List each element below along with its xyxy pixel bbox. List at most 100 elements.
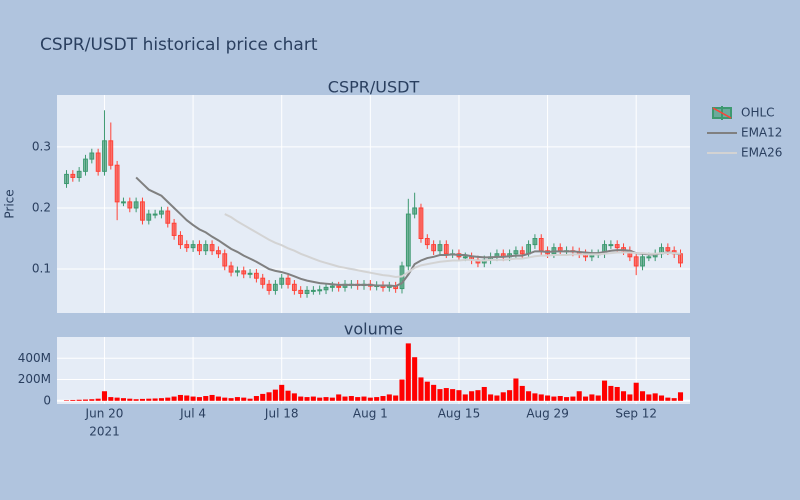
volume-bar [633,382,639,401]
y-tick-label: 400M [18,351,51,365]
candle-body [184,244,190,249]
ema-line [135,176,681,288]
candle-body [235,270,240,273]
candle-body [557,247,563,252]
candle-body [285,277,291,285]
x-tick-year: 2021 [89,425,120,439]
candle-body [64,173,69,185]
volume-bar [165,397,171,401]
volume-bar [108,397,114,401]
volume-bar [639,391,646,401]
volume-bar [418,377,424,401]
y-tick-label: 0.1 [32,262,51,276]
volume-bar [576,391,582,401]
volume-bar [158,398,164,401]
volume-bar [589,394,595,401]
volume-bar [431,384,437,401]
volume-bar [602,380,608,401]
candle-body [266,283,272,291]
volume-bar [564,397,570,401]
y-axis-label: Price [3,189,17,218]
candle-body [146,213,152,221]
volume-bar [89,399,95,401]
candle-body [279,277,285,285]
volume-bar [494,395,500,401]
volume-bar [614,386,620,401]
candle-body [159,210,164,215]
candle-body [633,256,639,267]
x-tick-label: Sep 12 [615,407,657,421]
candle-body [76,170,82,178]
volume-bar [272,389,278,401]
candle-body [317,289,323,292]
volume-bar [82,399,89,401]
volume-bar [532,393,538,401]
subplot-title: CSPR/USDT [328,78,420,97]
candle-body [646,256,652,259]
volume-bar [583,396,589,401]
candle-body [418,207,424,240]
candle-body [209,244,215,252]
volume-bar [317,397,323,401]
volume-bar [222,397,228,401]
volume-bar [545,395,551,401]
volume-bar [367,397,373,401]
volume-bar [595,395,601,401]
volume-bar [475,390,481,401]
candle-body [241,270,247,275]
volume-bar [329,397,335,401]
volume-bar [228,398,234,401]
candle-body [538,238,544,252]
volume-bar [196,397,202,401]
y-tick-label: 200M [18,372,51,386]
volume-bar [95,398,101,401]
volume-bar [424,381,430,401]
volume-bar [279,384,285,401]
candle-body [412,207,418,215]
candle-body [121,201,126,204]
candle-body [133,201,139,209]
candle-body [253,272,259,279]
volume-bar [152,398,158,401]
y-tick-label: 0.3 [32,139,51,153]
volume-bar [215,396,221,401]
legend-label: EMA26 [741,146,782,160]
volume-bar [443,388,449,401]
legend-label: OHLC [741,106,775,120]
candle-body [114,164,120,203]
volume-bar [310,396,316,401]
volume-bar [291,393,297,401]
volume-bar [500,392,506,401]
candle-body [108,140,114,166]
candle-body [405,213,411,267]
chart-title: CSPR/USDT historical price chart [40,35,318,55]
volume-bar [469,391,475,401]
volume-bar [336,394,342,401]
candle-body [513,250,519,255]
volume-bar [677,392,684,401]
ema-line [224,213,681,278]
candle-body [462,256,468,259]
volume-bar [304,397,310,401]
volume-bar [456,390,462,401]
volume-bar [437,389,443,401]
volume-bar [342,396,348,401]
candle-body [260,277,266,285]
volume-bar [241,397,247,401]
volume-bar [386,394,392,401]
volume-bar [412,357,418,401]
volume-bar [399,379,405,401]
volume-bar [450,389,456,401]
volume-bar [658,395,665,401]
candle-body [291,283,297,291]
volume-bar [260,393,266,401]
candle-body [127,201,133,209]
volume-bar [513,378,519,401]
volume-bar [355,397,361,401]
volume-bar [127,398,133,401]
candle-body [165,210,171,224]
candle-body [443,244,449,255]
volume-bar [114,397,120,401]
